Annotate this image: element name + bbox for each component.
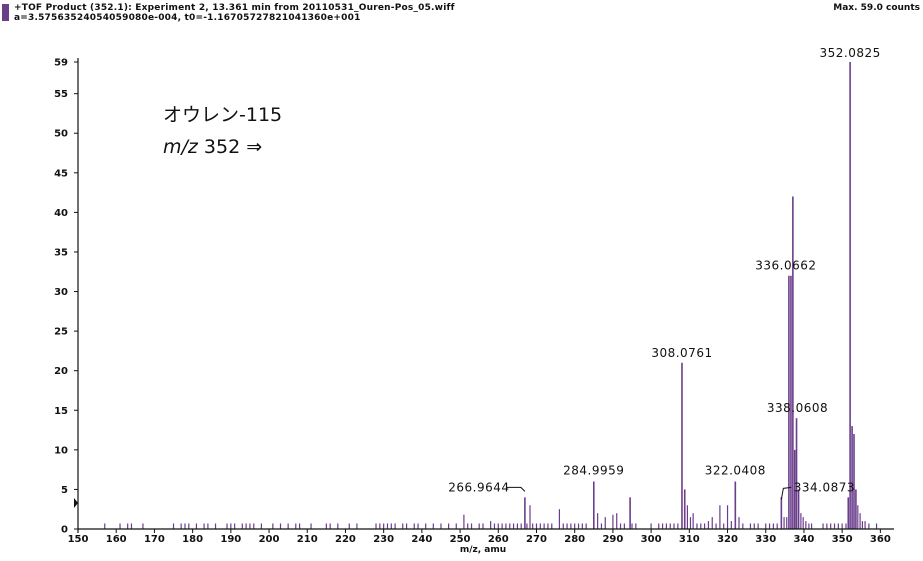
x-tick-label: 270: [526, 534, 547, 545]
header-experiment-info: +TOF Product (352.1): Experiment 2, 13.3…: [14, 3, 455, 13]
peak-label-leader: [780, 486, 792, 500]
peak-label: 352.0825: [819, 46, 880, 60]
y-tick-label: 0: [61, 525, 68, 536]
x-tick-label: 300: [641, 534, 662, 545]
header-calibration-info: a=3.57563524054059080e-004, t0=-1.167057…: [14, 13, 361, 23]
peak-label: 338.0608: [767, 401, 828, 415]
x-tick-label: 340: [794, 534, 815, 545]
mz-italic-label: m/z: [163, 136, 199, 158]
y-tick-label: 5: [61, 485, 68, 496]
x-axis-title: m/z, amu: [460, 545, 506, 555]
compound-annotation: オウレン-115: [163, 104, 282, 126]
x-tick-label: 350: [832, 534, 853, 545]
peaks-layer: [104, 62, 878, 529]
x-tick-label: 180: [182, 534, 203, 545]
axes-layer: [74, 58, 894, 533]
x-tick-label: 220: [335, 534, 356, 545]
y-tick-label: 50: [54, 129, 68, 140]
x-tick-label: 210: [297, 534, 318, 545]
precursor-annotation: m/z 352 ⇒: [163, 136, 262, 158]
baseline-marker-icon: [74, 498, 78, 508]
x-tick-label: 290: [602, 534, 623, 545]
x-tick-label: 170: [144, 534, 165, 545]
y-tick-label: 35: [54, 247, 68, 258]
x-tick-label: 310: [679, 534, 700, 545]
y-tick-label: 59: [54, 58, 68, 69]
x-tick-label: 160: [106, 534, 127, 545]
x-tick-label: 240: [411, 534, 432, 545]
y-tick-label: 55: [54, 89, 68, 100]
peak-labels-layer: 352.0825 336.0662 308.0761 338.0608 284.9959…: [448, 46, 880, 500]
precursor-value: 352 ⇒: [198, 136, 262, 158]
x-tick-label: 190: [220, 534, 241, 545]
peak-label-leader: [506, 486, 526, 492]
x-tick-label: 330: [755, 534, 776, 545]
y-tick-label: 40: [54, 208, 68, 219]
peak-label: 322.0408: [705, 464, 766, 478]
peak-label: 284.9959: [563, 464, 624, 478]
y-tick-label: 10: [54, 445, 68, 456]
peak-label: 334.0873: [794, 480, 855, 494]
x-tick-label: 230: [373, 534, 394, 545]
x-tick-label: 150: [68, 534, 89, 545]
x-tick-label: 280: [564, 534, 585, 545]
y-tick-label: 30: [54, 287, 68, 298]
x-tick-label: 260: [488, 534, 509, 545]
y-tick-label: 15: [54, 406, 68, 417]
x-tick-label: 320: [717, 534, 738, 545]
ticks-layer: 0 5 10 15 20 25 30 35 40 45 50 55 59 150 160 170 180 190 2…: [54, 58, 891, 546]
y-tick-label: 45: [54, 168, 68, 179]
peak-label: 336.0662: [755, 259, 816, 273]
y-tick-label: 20: [54, 366, 68, 377]
x-tick-label: 250: [450, 534, 471, 545]
y-tick-label: 25: [54, 327, 68, 338]
peak-label: 308.0761: [651, 346, 712, 360]
x-tick-label: 200: [259, 534, 280, 545]
series-color-swatch: [2, 4, 9, 21]
header-max-counts: Max. 59.0 counts: [833, 3, 920, 13]
x-tick-label: 360: [870, 534, 891, 545]
peak-label: 266.9644: [448, 480, 509, 494]
